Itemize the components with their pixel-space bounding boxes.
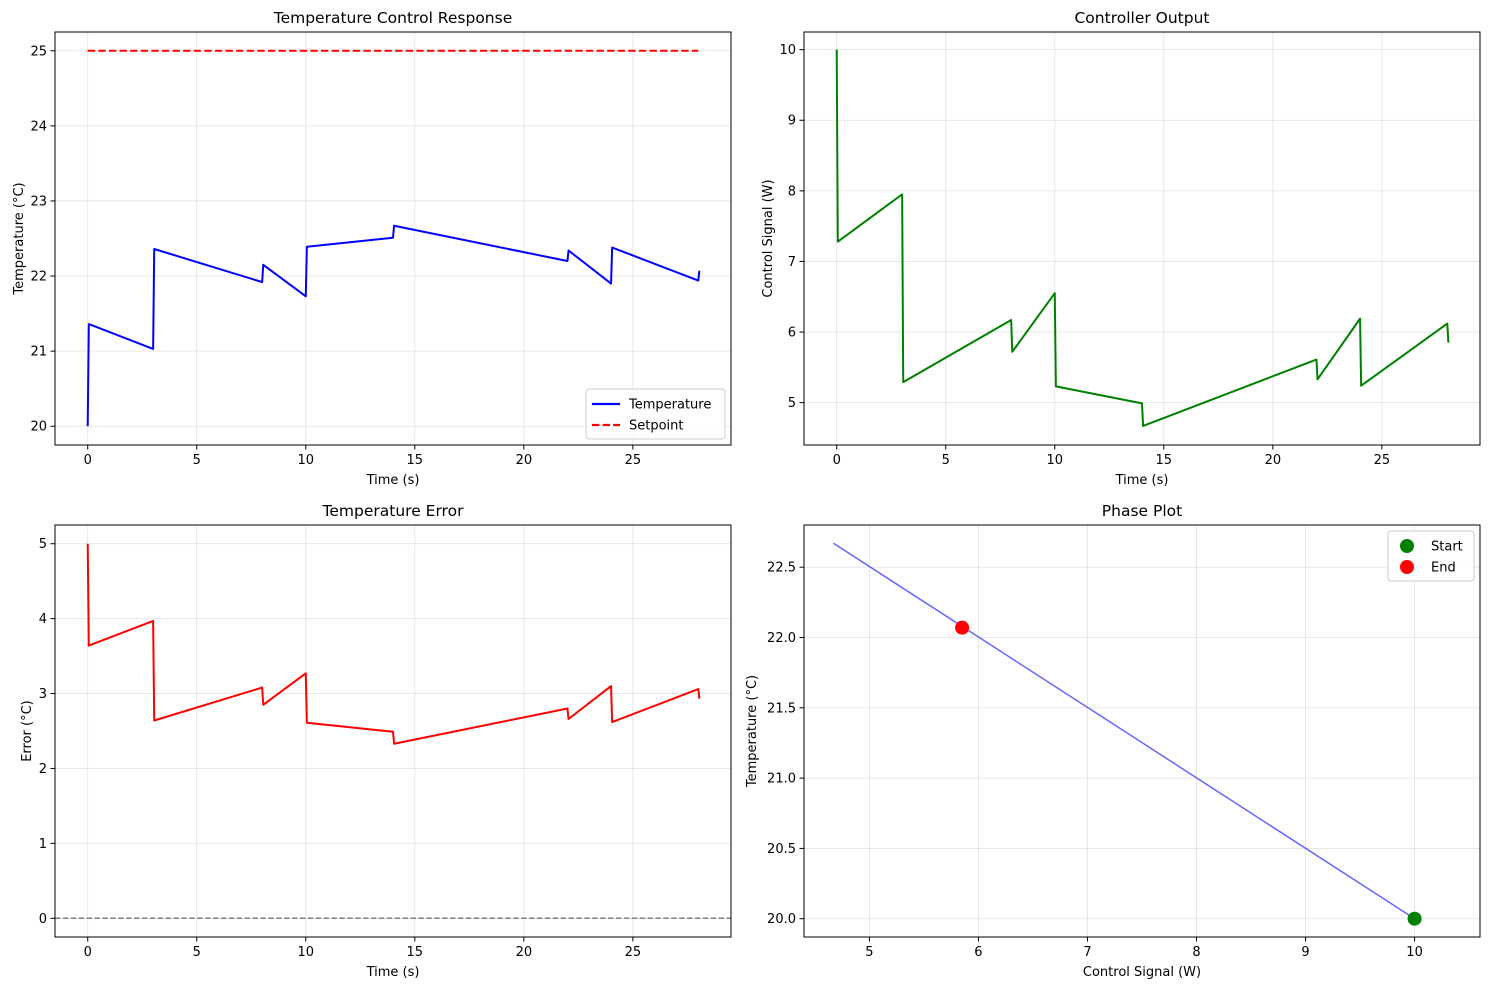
series-line-1 (86, 543, 701, 745)
y-tick-label: 20 (30, 420, 47, 435)
y-axis-label: Temperature (°C) (12, 182, 27, 295)
x-tick-label: 0 (84, 453, 92, 468)
y-tick-label: 8 (788, 184, 796, 199)
axes-frame (803, 524, 1481, 938)
x-axis-label: Time (s) (1115, 473, 1169, 488)
chart-panel-1: 0 5 10 15 20 25 20 21 22 23 24 25 Temperature Contro… (12, 9, 732, 488)
x-tick-label: 25 (625, 945, 642, 960)
x-tick-label: 15 (407, 945, 424, 960)
x-tick-label: 10 (298, 453, 315, 468)
x-tick-label: 5 (865, 945, 873, 960)
end-marker (955, 620, 970, 635)
y-tick-label: 7 (788, 255, 796, 270)
chart-title: Temperature Control Response (273, 9, 513, 27)
legend-label: Temperature (628, 398, 711, 413)
x-axis-label: Time (s) (366, 473, 420, 488)
x-tick-label: 8 (1192, 945, 1200, 960)
x-tick-label: 5 (193, 453, 201, 468)
x-tick-label: 10 (298, 945, 315, 960)
legend-swatch (1400, 560, 1414, 574)
y-axis-label: Temperature (°C) (745, 675, 760, 788)
start-marker (1407, 911, 1422, 926)
series-line-1 (835, 49, 1450, 427)
x-tick-label: 25 (1374, 453, 1391, 468)
chart-panel-3: 0 5 10 15 20 25 0 1 2 3 4 5 Temperature Error Time (s… (20, 502, 732, 980)
y-tick-label: 23 (30, 194, 47, 209)
chart-title: Temperature Error (322, 502, 465, 520)
y-tick-label: 10 (779, 43, 796, 58)
y-tick-label: 4 (39, 612, 47, 627)
legend: Start End (1387, 530, 1475, 582)
y-tick-label: 0 (39, 912, 47, 927)
y-tick-label: 24 (30, 119, 47, 134)
legend: Temperature Setpoint (585, 388, 726, 440)
y-tick-label: 5 (788, 396, 796, 411)
y-tick-label: 5 (39, 537, 47, 552)
axes-frame (803, 31, 1481, 446)
series-line-1 (833, 542, 1415, 920)
x-tick-label: 10 (1406, 945, 1423, 960)
chart-title: Phase Plot (1102, 502, 1182, 520)
y-tick-label: 2 (39, 762, 47, 777)
y-tick-label: 25 (30, 44, 47, 59)
y-tick-label: 22 (30, 270, 47, 285)
legend-label: Start (1431, 540, 1463, 555)
y-axis-label: Control Signal (W) (761, 179, 776, 297)
x-tick-label: 0 (84, 945, 92, 960)
legend-swatch (1400, 539, 1414, 553)
axes-frame (54, 31, 732, 446)
y-tick-label: 6 (788, 326, 796, 341)
x-tick-label: 15 (407, 453, 424, 468)
y-tick-label: 21.0 (767, 772, 796, 787)
x-tick-label: 15 (1156, 453, 1173, 468)
chart-panel-2: 0 5 10 15 20 25 5 6 7 8 9 10 Controller Output Time (… (761, 9, 1481, 488)
x-tick-label: 5 (942, 453, 950, 468)
y-tick-label: 1 (39, 837, 47, 852)
x-tick-label: 20 (516, 945, 533, 960)
x-tick-label: 0 (833, 453, 841, 468)
axes-frame (54, 524, 732, 938)
x-tick-label: 25 (625, 453, 642, 468)
chart-title: Controller Output (1074, 9, 1209, 27)
y-tick-label: 20.5 (767, 842, 796, 857)
y-axis-label: Error (°C) (20, 700, 35, 762)
y-tick-label: 22.0 (767, 631, 796, 646)
y-tick-label: 9 (788, 114, 796, 129)
temperature-line (86, 224, 701, 427)
x-tick-label: 5 (193, 945, 201, 960)
y-tick-label: 20.0 (767, 912, 796, 927)
x-axis-label: Time (s) (366, 965, 420, 980)
x-tick-label: 9 (1301, 945, 1309, 960)
y-tick-label: 3 (39, 687, 47, 702)
x-tick-label: 6 (974, 945, 982, 960)
y-tick-label: 21.5 (767, 701, 796, 716)
x-tick-label: 7 (1083, 945, 1091, 960)
legend-label: End (1431, 561, 1456, 576)
legend-label: Setpoint (629, 419, 684, 434)
legend-box (585, 388, 726, 440)
chart-panel-4: 5 6 7 8 9 10 20.0 20.5 21.0 21.5 22.0 22.5 Phase Plo… (745, 502, 1481, 980)
x-tick-label: 20 (516, 453, 533, 468)
y-tick-label: 21 (30, 345, 47, 360)
y-tick-label: 22.5 (767, 561, 796, 576)
x-tick-label: 20 (1265, 453, 1282, 468)
x-axis-label: Control Signal (W) (1083, 965, 1201, 980)
x-tick-label: 10 (1047, 453, 1064, 468)
